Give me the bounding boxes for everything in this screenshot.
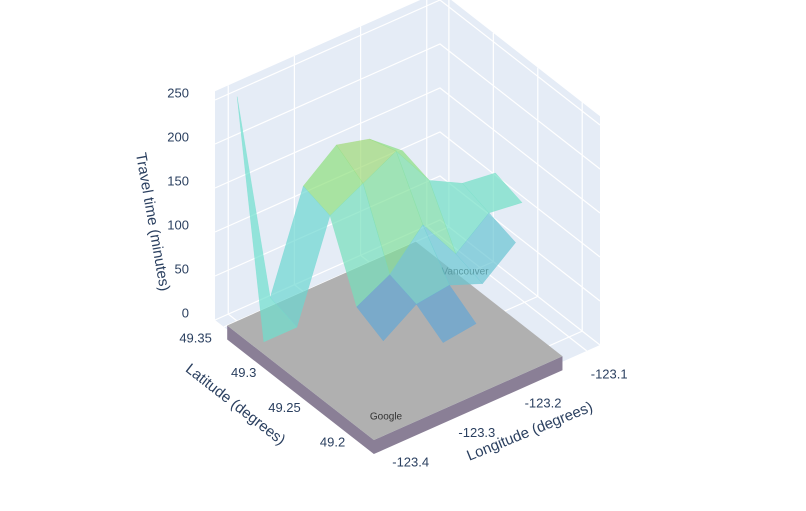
- z-tick-label: 150: [167, 173, 189, 188]
- grid-line: [214, 131, 601, 258]
- map: [227, 241, 563, 441]
- x-tick-label: -123.3: [458, 425, 495, 440]
- y-tick-label: 49.3: [231, 365, 256, 380]
- z-tick-label: 0: [182, 305, 189, 320]
- surface-cell: [236, 96, 298, 343]
- x-tick-label: -123.4: [392, 455, 429, 470]
- map-label: Google: [370, 412, 403, 423]
- y-tick-label: 49.25: [268, 400, 301, 415]
- grid-line: [214, 0, 601, 126]
- surface-cell: [416, 284, 477, 344]
- z-tick-label: 200: [167, 129, 189, 144]
- grid-line: [214, 43, 601, 170]
- surface-cell: [356, 274, 417, 342]
- grid-line: [214, 87, 601, 214]
- y-tick-label: 49.35: [179, 330, 212, 345]
- wall-right: [440, 0, 600, 345]
- x-tick-label: -123.1: [591, 366, 628, 381]
- z-tick-label: 100: [167, 217, 189, 232]
- z-tick-label: 250: [167, 85, 189, 100]
- z-tick-label: 50: [175, 261, 189, 276]
- y-tick-label: 49.2: [320, 435, 345, 450]
- map-edge: [227, 325, 563, 455]
- x-tick-label: -123.2: [525, 396, 562, 411]
- scene: VancouverGoogle: [214, 0, 601, 455]
